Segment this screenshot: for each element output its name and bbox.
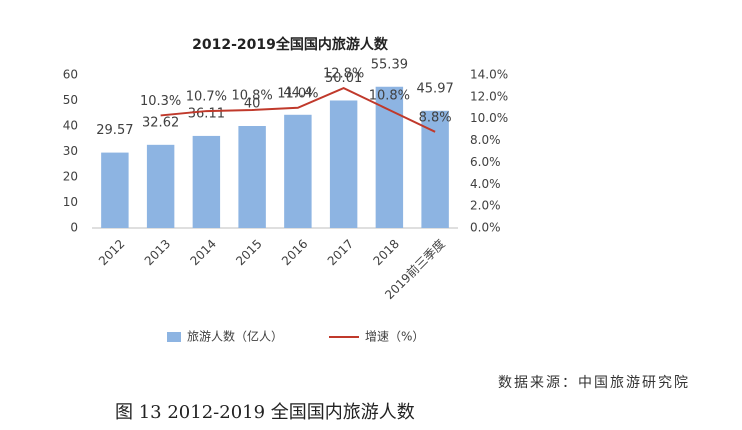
legend-swatch	[167, 332, 181, 342]
y-tick-label: 40	[63, 119, 78, 133]
line-value-label: 10.7%	[186, 90, 227, 105]
bar	[375, 86, 404, 229]
y-tick-label: 60	[63, 68, 78, 82]
y-tick-label: 30	[63, 144, 78, 158]
bar	[146, 144, 175, 228]
x-tick-label: 2013	[142, 237, 173, 268]
bar	[238, 126, 266, 228]
bar-value-label: 32.62	[142, 115, 179, 130]
bar-value-label: 44.4	[283, 85, 312, 100]
y2-tick-label: 6.0%	[470, 155, 501, 169]
y2-tick-label: 8.0%	[470, 133, 501, 147]
y2-tick-label: 10.0%	[470, 111, 508, 125]
bar	[192, 135, 221, 228]
bar	[284, 114, 312, 228]
bar-value-label: 45.97	[417, 81, 454, 96]
line-value-label: 10.8%	[369, 88, 410, 103]
line-value-label: 10.3%	[140, 94, 181, 109]
y-tick-label: 50	[63, 93, 78, 107]
x-tick-label: 2017	[325, 237, 356, 268]
y2-tick-label: 2.0%	[470, 199, 501, 213]
x-tick-label: 2014	[187, 237, 218, 268]
y-tick-label: 0	[70, 221, 78, 235]
y2-tick-label: 0.0%	[470, 221, 501, 235]
y-tick-label: 20	[63, 170, 78, 184]
line-value-label: 12.8%	[323, 67, 364, 82]
bar-value-label: 55.39	[371, 57, 408, 72]
legend-label: 旅游人数（亿人）	[187, 329, 283, 344]
source-note: 数据来源：中国旅游研究院	[498, 375, 690, 391]
bar-value-label: 50.01	[325, 71, 362, 86]
x-tick-label: 2015	[233, 237, 264, 268]
growth-line	[160, 87, 436, 133]
y2-tick-label: 14.0%	[470, 68, 508, 82]
chart-title: 2012-2019全国国内旅游人数	[192, 36, 389, 53]
bar	[421, 110, 449, 228]
x-tick-label: 2016	[279, 237, 310, 268]
line-value-label: 10.8%	[231, 88, 272, 103]
figure-caption: 图 13 2012-2019 全国国内旅游人数	[115, 402, 415, 423]
line-value-label: 11.0%	[277, 86, 318, 101]
y2-tick-label: 4.0%	[470, 177, 501, 191]
bar-value-label: 40	[244, 97, 261, 112]
y2-tick-label: 12.0%	[470, 89, 508, 103]
legend-label: 增速（%）	[365, 330, 424, 344]
bar-value-label: 29.57	[96, 123, 133, 138]
line-value-label: 8.8%	[419, 110, 452, 125]
bar	[329, 100, 358, 228]
x-tick-label: 2018	[370, 237, 401, 268]
y-tick-label: 10	[63, 195, 78, 209]
x-tick-label: 2012	[96, 237, 127, 268]
bar-value-label: 36.11	[188, 106, 225, 121]
bar	[101, 152, 129, 228]
